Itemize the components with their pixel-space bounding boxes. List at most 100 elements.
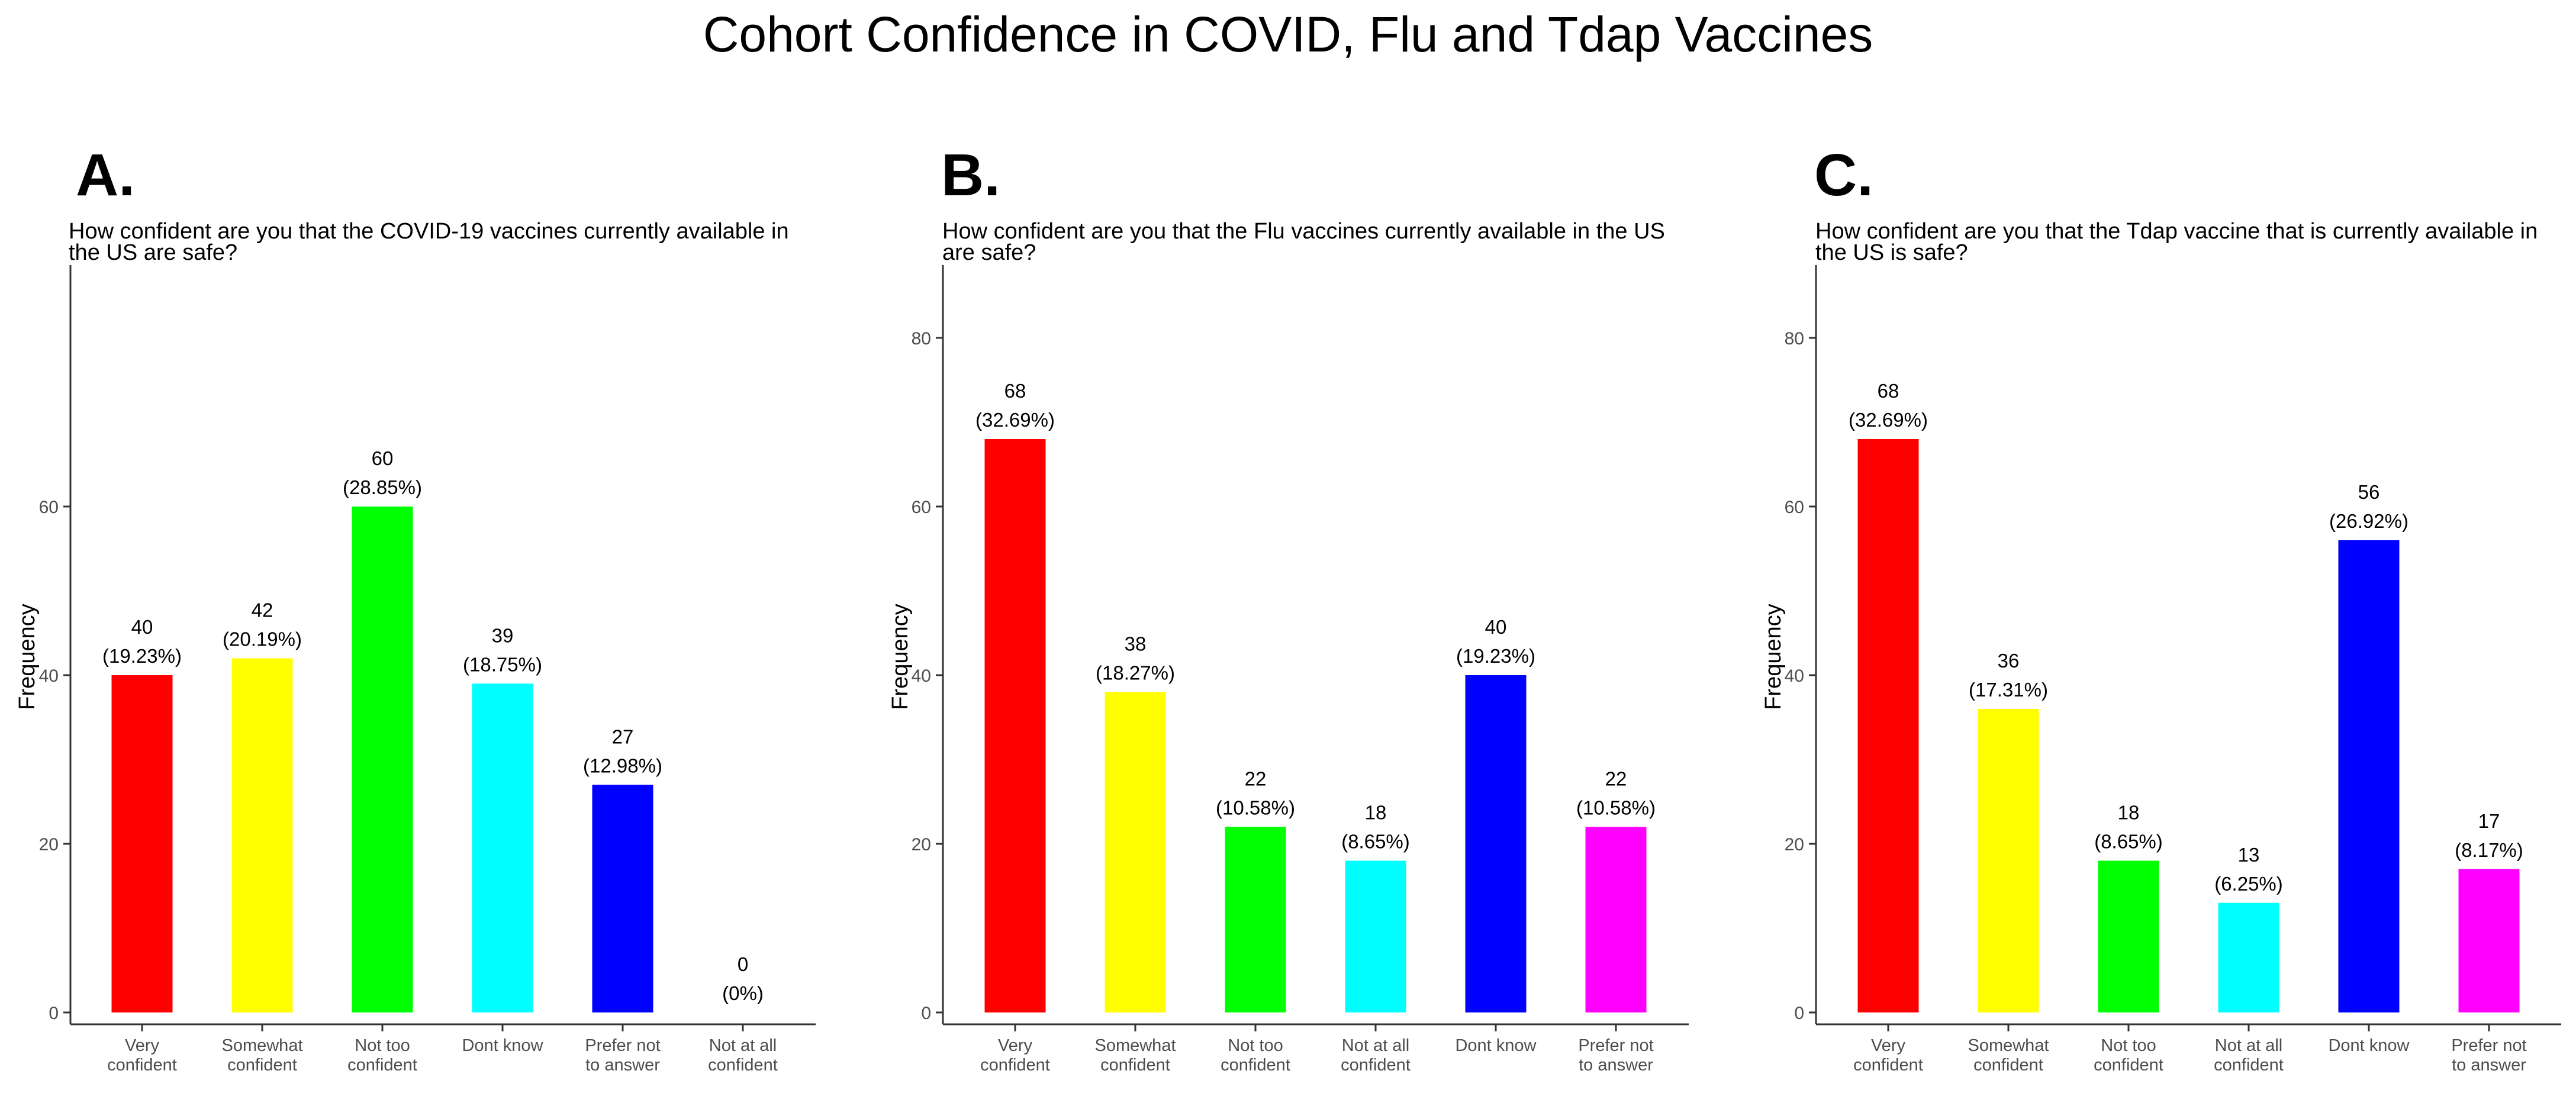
bar-value-label: 13: [2238, 844, 2260, 866]
x-tick-label: Somewhat: [1968, 1036, 2049, 1055]
bar-value-label: 36: [1998, 650, 2020, 672]
bar: [2458, 869, 2520, 1012]
x-tick-label: confident: [1341, 1056, 1411, 1075]
x-tick-label: Dont know: [2328, 1036, 2410, 1055]
x-tick-label: Dont know: [1455, 1036, 1537, 1055]
bar-percent-label: (18.75%): [463, 653, 542, 675]
y-axis-label: Frequency: [888, 604, 913, 710]
y-tick-label: 60: [39, 498, 59, 517]
bar: [1857, 439, 1919, 1012]
bar-percent-label: (18.27%): [1096, 662, 1175, 684]
bar-value-label: 0: [738, 953, 748, 975]
x-tick-label: Somewhat: [1094, 1036, 1176, 1055]
x-tick-label: confident: [708, 1056, 778, 1075]
x-tick-label: Not at all: [2215, 1036, 2282, 1055]
bar-value-label: 39: [492, 624, 514, 646]
x-tick-label: to answer: [2452, 1056, 2526, 1075]
y-tick-label: 40: [39, 666, 59, 686]
x-tick-label: confident: [107, 1056, 177, 1075]
x-tick-label: Not too: [355, 1036, 410, 1055]
bar: [2338, 540, 2400, 1012]
y-tick-label: 80: [1785, 329, 1804, 349]
x-tick-label: to answer: [585, 1056, 660, 1075]
bar-value-label: 22: [1605, 768, 1627, 790]
bar-value-label: 22: [1245, 768, 1267, 790]
bar-value-label: 40: [131, 616, 153, 638]
x-tick-label: Dont know: [462, 1036, 543, 1055]
bar-percent-label: (8.65%): [1341, 831, 1410, 853]
bar-value-label: 42: [252, 599, 273, 621]
y-tick-label: 80: [912, 329, 931, 349]
x-tick-label: confident: [1853, 1056, 1923, 1075]
x-tick-label: confident: [1100, 1056, 1170, 1075]
bar: [1105, 692, 1166, 1012]
bar-value-label: 56: [2358, 481, 2380, 503]
y-tick-label: 60: [1785, 498, 1804, 517]
main-title: Cohort Confidence in COVID, Flu and Tdap…: [703, 7, 1873, 62]
bar-percent-label: (28.85%): [343, 476, 422, 498]
bar: [1978, 709, 2039, 1012]
bar: [1585, 827, 1647, 1012]
chart-subtitle: are safe?: [942, 240, 1036, 265]
bar-percent-label: (32.69%): [1849, 409, 1928, 431]
bar: [111, 675, 173, 1012]
bar-percent-label: (6.25%): [2214, 873, 2283, 895]
chart-subtitle: the US are safe?: [69, 240, 237, 265]
bar: [2218, 902, 2279, 1012]
x-tick-label: Very: [125, 1036, 160, 1055]
bar: [231, 658, 293, 1012]
y-axis-label: Frequency: [15, 604, 40, 710]
y-tick-label: 20: [912, 835, 931, 854]
bar-value-label: 68: [1004, 380, 1026, 402]
x-tick-label: confident: [1973, 1056, 2043, 1075]
x-tick-label: confident: [1221, 1056, 1290, 1075]
x-tick-label: confident: [2214, 1056, 2284, 1075]
panel-letter: B.: [941, 142, 1000, 208]
bar-percent-label: (19.23%): [102, 645, 182, 667]
bar: [2098, 860, 2159, 1012]
bar-value-label: 40: [1485, 616, 1507, 638]
bar-value-label: 18: [1365, 802, 1387, 824]
y-tick-label: 60: [912, 498, 931, 517]
bar: [592, 785, 653, 1012]
y-tick-label: 20: [39, 835, 59, 854]
y-axis-label: Frequency: [1761, 604, 1786, 710]
x-tick-label: Prefer not: [1578, 1036, 1653, 1055]
x-tick-label: Not at all: [709, 1036, 777, 1055]
bar-percent-label: (10.58%): [1576, 797, 1656, 819]
y-tick-label: 40: [912, 666, 931, 686]
y-tick-label: 0: [921, 1004, 931, 1023]
x-tick-label: Not too: [2101, 1036, 2156, 1055]
y-tick-label: 0: [49, 1004, 59, 1023]
x-tick-label: to answer: [1579, 1056, 1653, 1075]
x-tick-label: Very: [998, 1036, 1033, 1055]
x-tick-label: Very: [1871, 1036, 1906, 1055]
bar-percent-label: (26.92%): [2329, 510, 2408, 532]
bar-value-label: 18: [2118, 802, 2140, 824]
bar-percent-label: (10.58%): [1216, 797, 1295, 819]
panel-letter: C.: [1814, 142, 1873, 208]
bar-percent-label: (0%): [722, 982, 764, 1004]
x-tick-label: Prefer not: [585, 1036, 660, 1055]
x-tick-label: Not too: [1228, 1036, 1283, 1055]
chart-subtitle: How confident are you that the Flu vacci…: [942, 219, 1665, 244]
bar: [1465, 675, 1527, 1012]
bar-value-label: 68: [1878, 380, 1899, 402]
bar-value-label: 38: [1125, 633, 1147, 655]
x-tick-label: confident: [347, 1056, 417, 1075]
bar: [1345, 860, 1406, 1012]
bar: [352, 507, 413, 1012]
chart-subtitle: How confident are you that the Tdap vacc…: [1815, 219, 2538, 244]
y-tick-label: 0: [1794, 1004, 1804, 1023]
y-tick-label: 20: [1785, 835, 1804, 854]
x-tick-label: Somewhat: [221, 1036, 302, 1055]
bar-percent-label: (20.19%): [223, 628, 302, 650]
bar: [984, 439, 1046, 1012]
chart-subtitle: the US is safe?: [1815, 240, 1968, 265]
bar-percent-label: (19.23%): [1456, 645, 1535, 667]
bar: [472, 683, 533, 1012]
x-tick-label: Not at all: [1342, 1036, 1409, 1055]
bar-value-label: 17: [2478, 810, 2500, 832]
bar-value-label: 27: [612, 725, 634, 747]
bar: [1225, 827, 1286, 1012]
